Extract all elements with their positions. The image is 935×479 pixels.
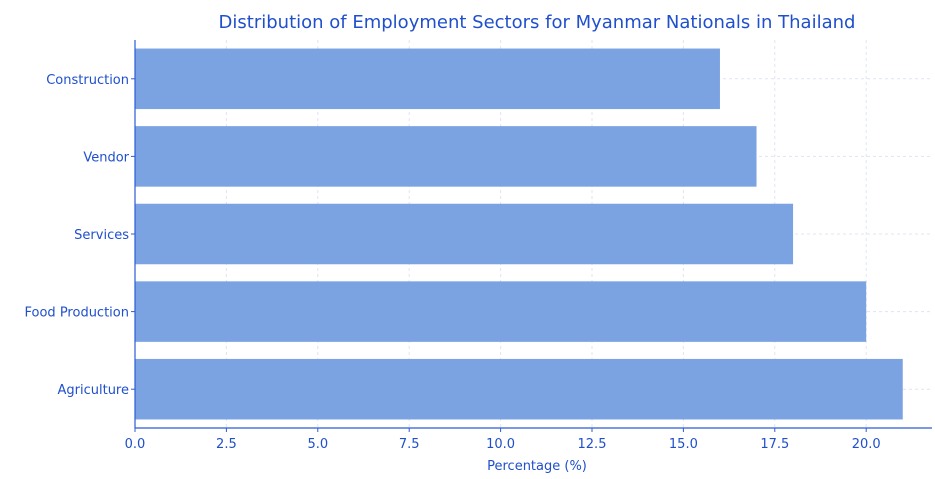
x-tick-label: 12.5 [578,437,607,452]
y-tick-label: Vendor [83,150,129,165]
x-tick-label: 10.0 [486,437,515,452]
y-tick-label: Services [74,228,129,243]
x-tick-label: 15.0 [669,437,698,452]
x-tick-label: 17.5 [760,437,789,452]
x-tick-label: 5.0 [307,437,328,452]
x-tick-label: 20.0 [852,437,881,452]
x-axis-label: Percentage (%) [487,459,587,474]
chart-title: Distribution of Employment Sectors for M… [219,12,856,33]
bar-layer [135,48,903,420]
bar-food-production [135,281,867,342]
x-tick-label: 2.5 [216,437,237,452]
bar-vendor [135,126,757,187]
axis-layer [131,40,932,432]
y-tick-label: Agriculture [58,383,130,398]
bar-construction [135,48,720,110]
label-layer: Construction Vendor Services Food Productio… [25,73,881,452]
bar-services [135,203,794,265]
bar-agriculture [135,358,903,420]
x-tick-label: 0.0 [125,437,146,452]
y-tick-label: Food Production [25,306,129,321]
x-tick-label: 7.5 [399,437,420,452]
y-tick-label: Construction [46,73,129,88]
